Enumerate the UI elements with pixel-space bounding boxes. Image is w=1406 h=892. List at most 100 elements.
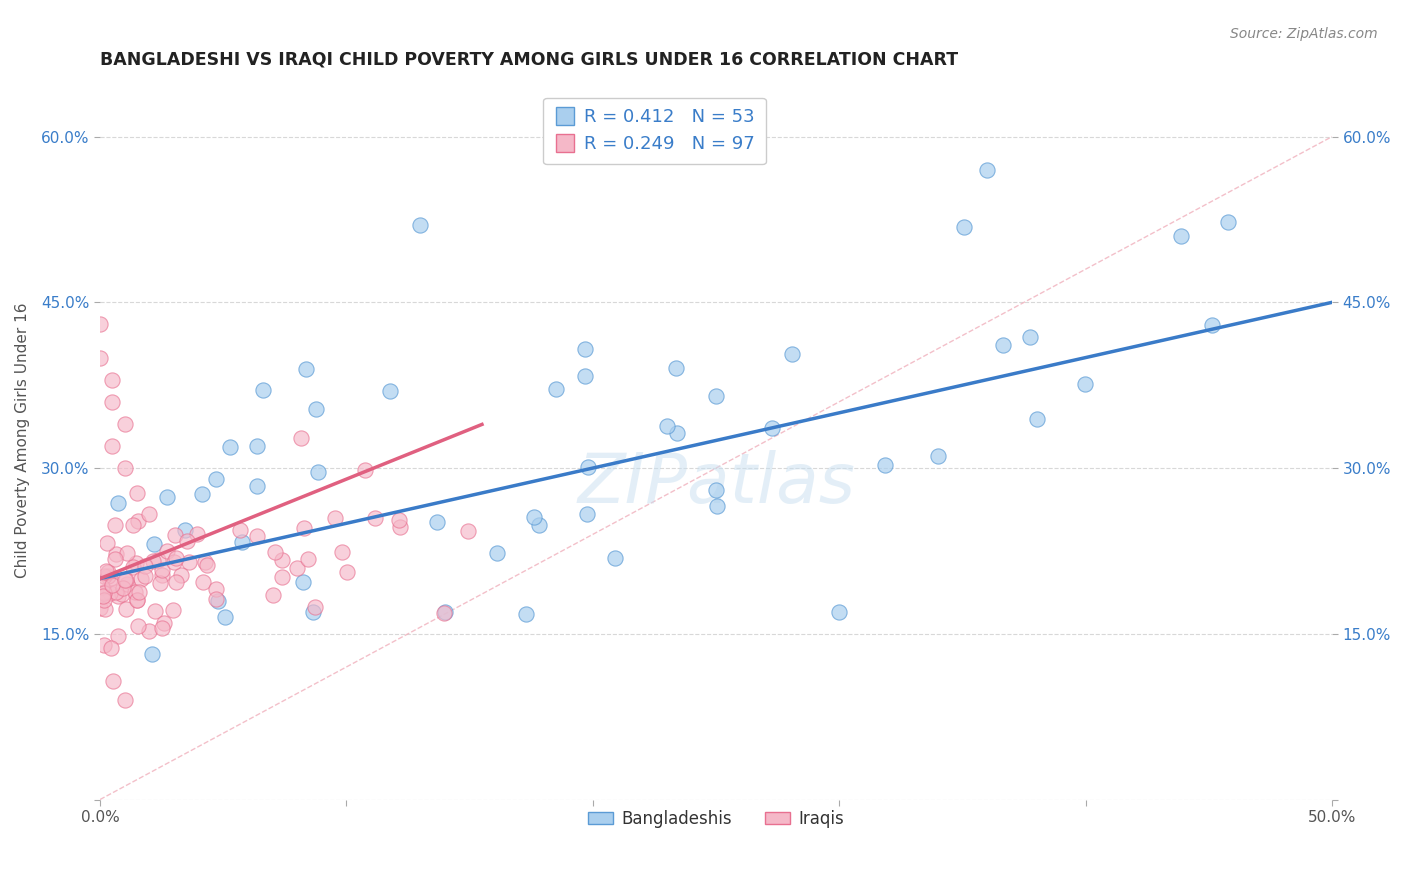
Point (434, 605, 457, 619)
Point (104, 552, 127, 566)
Point (576, 459, 599, 474)
Point (125, 592, 148, 607)
Point (603, 551, 626, 566)
Point (666, 426, 689, 441)
Point (94, 564, 117, 578)
Point (101, 439, 124, 453)
Point (104, 518, 127, 533)
Point (207, 593, 229, 607)
Point (761, 421, 783, 435)
Point (105, 585, 128, 599)
Point (124, 584, 146, 599)
Point (111, 581, 134, 595)
Point (953, 220, 976, 235)
Point (186, 527, 208, 541)
Point (205, 582, 228, 596)
Point (91, 589, 114, 603)
Point (364, 511, 387, 525)
Point (115, 577, 138, 591)
Point (291, 574, 314, 589)
Point (98, 572, 121, 586)
Point (93, 639, 115, 653)
Point (388, 513, 411, 527)
Point (89, 600, 111, 615)
Point (246, 479, 269, 493)
Point (98, 586, 121, 600)
Point (655, 418, 678, 433)
Point (165, 551, 187, 566)
Point (162, 603, 184, 617)
Point (89, 351, 111, 365)
Point (378, 384, 401, 399)
Point (389, 520, 412, 534)
Point (927, 449, 949, 463)
Point (150, 567, 173, 582)
Point (271, 553, 294, 567)
Point (97, 569, 120, 583)
Point (163, 555, 186, 569)
Point (191, 574, 214, 589)
Y-axis label: Child Poverty Among Girls Under 16: Child Poverty Among Girls Under 16 (15, 302, 30, 578)
Point (523, 510, 546, 524)
Point (263, 545, 285, 559)
Point (295, 362, 318, 376)
Point (170, 568, 193, 582)
Point (173, 524, 195, 538)
Text: Source: ZipAtlas.com: Source: ZipAtlas.com (1230, 27, 1378, 41)
Point (1170, 228, 1192, 243)
Point (231, 534, 253, 549)
Point (271, 569, 294, 583)
Point (246, 439, 269, 453)
Point (141, 647, 163, 661)
Point (194, 555, 217, 569)
Point (143, 537, 166, 551)
Point (704, 483, 727, 498)
Point (323, 511, 346, 525)
Point (433, 607, 456, 621)
Point (93, 586, 115, 600)
Point (574, 342, 596, 356)
Point (292, 521, 315, 535)
Point (307, 465, 329, 479)
Point (1216, 215, 1239, 229)
Point (485, 546, 508, 560)
Point (574, 368, 596, 383)
Point (101, 373, 124, 387)
Point (121, 518, 143, 533)
Point (301, 605, 323, 619)
Point (107, 589, 129, 603)
Point (828, 605, 851, 619)
Point (246, 529, 269, 543)
Point (976, 162, 998, 177)
Point (179, 555, 201, 569)
Point (96, 536, 118, 550)
Point (134, 558, 156, 573)
Point (546, 382, 568, 396)
Text: ZIPatlas: ZIPatlas (576, 450, 855, 517)
Point (100, 640, 122, 655)
Point (111, 587, 134, 601)
Point (127, 619, 149, 633)
Point (262, 588, 284, 602)
Point (150, 621, 173, 635)
Point (527, 518, 550, 533)
Point (127, 514, 149, 528)
Point (218, 441, 240, 455)
Point (409, 218, 432, 232)
Point (176, 534, 198, 549)
Point (336, 565, 359, 579)
Point (515, 607, 537, 622)
Point (150, 563, 173, 577)
Point (138, 624, 160, 639)
Point (128, 585, 150, 599)
Point (114, 573, 136, 587)
Point (665, 360, 688, 375)
Point (129, 572, 152, 586)
Point (138, 507, 160, 521)
Point (121, 560, 143, 574)
Point (780, 347, 803, 361)
Point (103, 673, 125, 688)
Point (114, 461, 136, 475)
Point (163, 528, 186, 542)
Point (166, 574, 188, 589)
